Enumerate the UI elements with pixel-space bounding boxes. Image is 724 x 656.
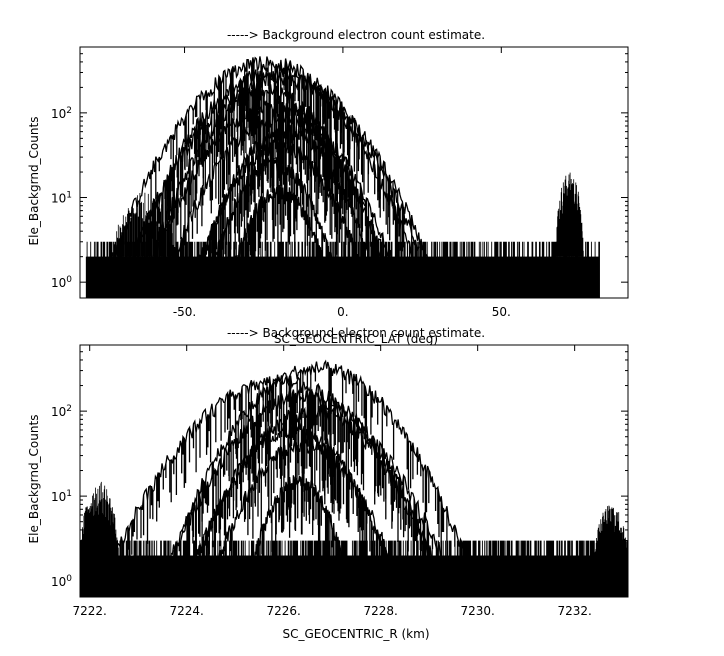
- x-tick-label: 0.: [337, 305, 348, 319]
- chart-title: -----> Background electron count estimat…: [227, 326, 485, 340]
- series-line-10: [234, 184, 325, 298]
- burst-trace: [594, 505, 628, 556]
- series-line-9: [212, 156, 334, 298]
- series-line-3: [128, 70, 432, 298]
- y-tick-label: 101: [51, 489, 72, 504]
- series-line-8: [197, 138, 362, 298]
- x-tick-label: 7222.: [73, 604, 107, 618]
- chart-panel-lat: -----> Background electron count estimat…: [27, 28, 629, 346]
- x-tick-label: 7232.: [557, 604, 591, 618]
- x-tick-label: 7224.: [170, 604, 204, 618]
- series-line-6: [215, 437, 391, 597]
- y-tick-label: 100: [51, 574, 72, 589]
- y-tick-label: 101: [51, 191, 72, 206]
- noise-floor-band: [86, 256, 600, 292]
- data-layer: [85, 56, 600, 298]
- x-tick-label: -50.: [173, 305, 196, 319]
- chart-title: -----> Background electron count estimat…: [227, 28, 485, 42]
- y-tick-label: 102: [51, 106, 72, 121]
- burst-trace: [555, 172, 584, 257]
- x-axis-label: SC_GEOCENTRIC_LAT (deg): [274, 332, 438, 346]
- y-axis-label: Ele_Backgrnd_Counts: [27, 117, 41, 246]
- series-line-1: [169, 359, 466, 597]
- noise-floor-band: [80, 555, 628, 591]
- x-tick-label: 50.: [492, 305, 511, 319]
- data-layer: [80, 359, 628, 597]
- series-line-6: [170, 109, 389, 287]
- chart-panel-radius: -----> Background electron count estimat…: [27, 326, 629, 641]
- series-line-7: [250, 475, 346, 597]
- x-tick-label: 7228.: [363, 604, 397, 618]
- x-axis-label: SC_GEOCENTRIC_R (km): [283, 627, 430, 641]
- series-line-2: [130, 65, 416, 297]
- x-tick-label: 7226.: [267, 604, 301, 618]
- y-tick-label: 102: [51, 404, 72, 419]
- burst-trace: [80, 481, 119, 556]
- series-line-2: [110, 374, 448, 597]
- y-tick-label: 100: [51, 275, 72, 290]
- y-axis-label: Ele_Backgrnd_Counts: [27, 415, 41, 544]
- x-tick-label: 7230.: [460, 604, 494, 618]
